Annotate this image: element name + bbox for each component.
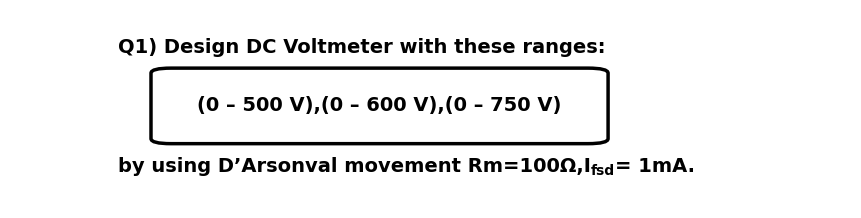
Text: fsd: fsd [591, 164, 615, 178]
Text: by using D’Arsonval movement Rm=100Ω,I: by using D’Arsonval movement Rm=100Ω,I [118, 157, 591, 176]
Text: Q1) Design DC Voltmeter with these ranges:: Q1) Design DC Voltmeter with these range… [118, 38, 605, 57]
FancyBboxPatch shape [151, 68, 608, 144]
Text: = 1mA.: = 1mA. [615, 157, 695, 176]
Text: (0 – 500 V),(0 – 600 V),(0 – 750 V): (0 – 500 V),(0 – 600 V),(0 – 750 V) [197, 96, 561, 115]
